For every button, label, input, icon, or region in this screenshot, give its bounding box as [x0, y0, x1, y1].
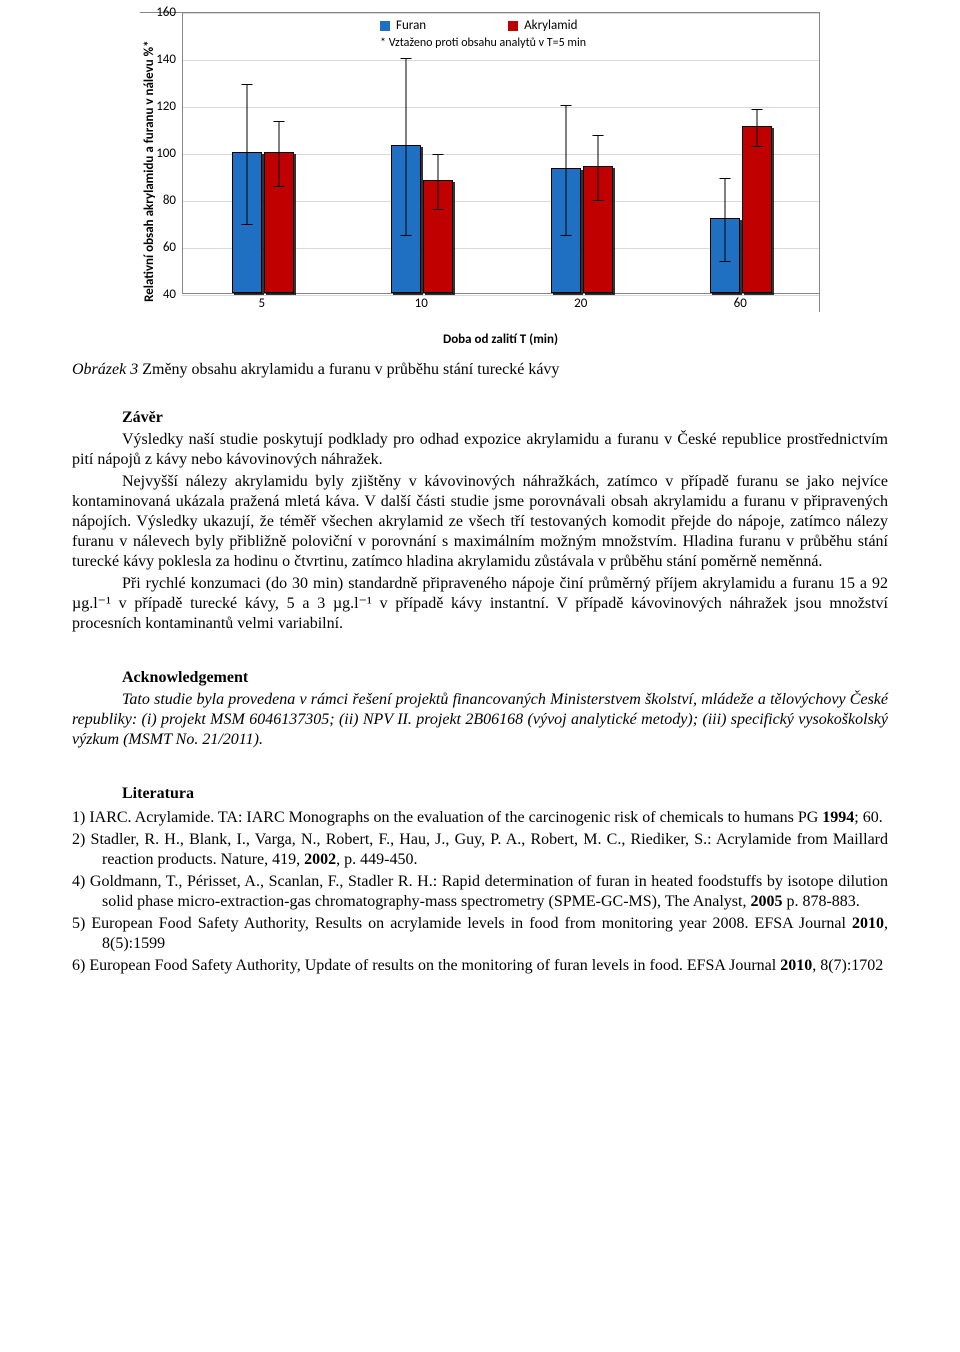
- y-tick-label: 140: [140, 52, 176, 68]
- x-tick-label: 20: [574, 296, 587, 312]
- acknowledgement-heading: Acknowledgement: [122, 668, 888, 688]
- reference-item: 5) European Food Safety Authority, Resul…: [72, 914, 888, 954]
- chart-container: Relativní obsah akrylamidu a furanu v ná…: [140, 12, 820, 312]
- error-bar: [725, 178, 726, 263]
- gridline: [182, 295, 819, 296]
- conclusion-heading: Závěr: [122, 408, 888, 428]
- x-axis-label: Doba od zalití T (min): [182, 332, 819, 348]
- conclusion-paragraph-3: Při rychlé konzumaci (do 30 min) standar…: [72, 574, 888, 634]
- conclusion-paragraph-1: Výsledky naší studie poskytují podklady …: [72, 430, 888, 470]
- bar-akrylamid: [742, 126, 772, 293]
- reference-item: 6) European Food Safety Authority, Updat…: [72, 956, 888, 976]
- y-tick-label: 60: [140, 240, 176, 256]
- legend-swatch-furan: [380, 21, 390, 31]
- figure-label: Obrázek 3: [72, 361, 138, 378]
- reference-item: 2) Stadler, R. H., Blank, I., Varga, N.,…: [72, 830, 888, 870]
- plot-area: [182, 13, 819, 294]
- x-tick-label: 5: [258, 296, 265, 312]
- legend-label-furan: Furan: [396, 17, 426, 35]
- literature-heading: Literatura: [122, 784, 888, 804]
- error-bar: [278, 121, 279, 187]
- y-tick-label: 120: [140, 99, 176, 115]
- x-tick-label: 10: [415, 296, 428, 312]
- error-bar: [246, 84, 247, 225]
- reference-item: 4) Goldmann, T., Périsset, A., Scanlan, …: [72, 872, 888, 912]
- acknowledgement-text: Tato studie byla provedena v rámci řešen…: [72, 690, 888, 750]
- error-bar: [597, 135, 598, 201]
- y-tick-label: 40: [140, 287, 176, 303]
- reference-item: 1) IARC. Acrylamide. TA: IARC Monographs…: [72, 808, 888, 828]
- bar-chart: Relativní obsah akrylamidu a furanu v ná…: [140, 12, 820, 312]
- conclusion-paragraph-2: Nejvyšší nálezy akrylamidu byly zjištěny…: [72, 472, 888, 572]
- y-tick-label: 160: [140, 5, 176, 21]
- reference-list: 1) IARC. Acrylamide. TA: IARC Monographs…: [72, 808, 888, 976]
- error-bar: [438, 154, 439, 210]
- x-tick-label: 60: [734, 296, 747, 312]
- error-bar: [565, 105, 566, 237]
- error-bar: [406, 58, 407, 237]
- figure-caption: Obrázek 3 Změny obsahu akrylamidu a fura…: [72, 360, 888, 380]
- legend-label-akrylamid: Akrylamid: [524, 17, 577, 35]
- y-tick-label: 100: [140, 146, 176, 162]
- legend-swatch-akrylamid: [508, 21, 518, 31]
- error-bar: [757, 109, 758, 147]
- y-tick-label: 80: [140, 193, 176, 209]
- figure-caption-text: Změny obsahu akrylamidu a furanu v průbě…: [142, 361, 559, 378]
- chart-legend: Furan Akrylamid * Vztaženo proti obsahu …: [380, 17, 586, 52]
- legend-footnote: * Vztaženo proti obsahu analytů v T=5 mi…: [380, 35, 586, 52]
